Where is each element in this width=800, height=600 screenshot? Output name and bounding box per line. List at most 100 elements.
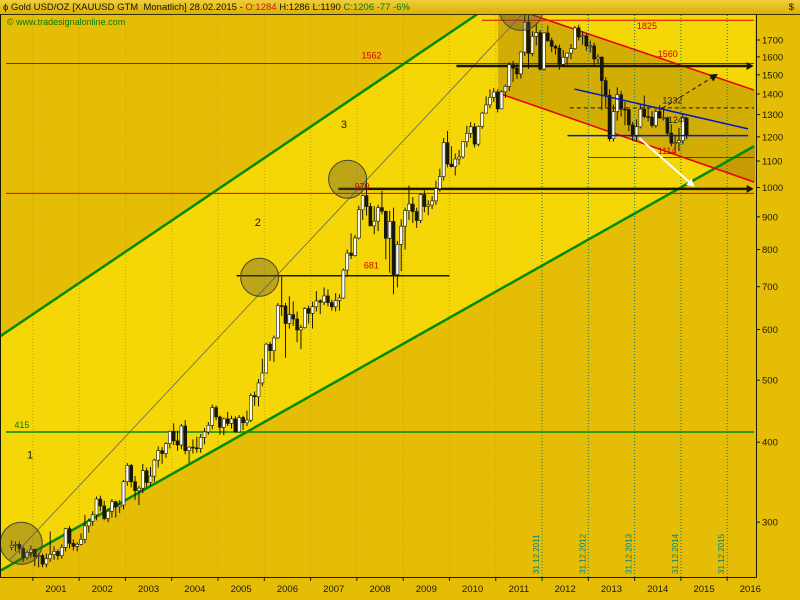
candle-body bbox=[661, 117, 666, 120]
candle-body bbox=[584, 35, 589, 47]
x-tick-label-2008: 2008 bbox=[369, 584, 390, 595]
candle-body bbox=[434, 188, 438, 202]
x-tick-label-2013: 2013 bbox=[601, 584, 622, 595]
candle-body bbox=[337, 297, 342, 301]
candle-body bbox=[303, 308, 307, 328]
candle-body bbox=[237, 417, 242, 433]
candle-body bbox=[90, 514, 95, 522]
x-tick-label-2001: 2001 bbox=[45, 584, 66, 595]
candle-body bbox=[553, 45, 558, 49]
candle-body bbox=[272, 337, 276, 351]
candle-body bbox=[561, 56, 566, 65]
candle-body bbox=[106, 510, 110, 519]
candle-body bbox=[380, 207, 384, 212]
red-channel bbox=[498, 15, 755, 183]
candle-body bbox=[264, 343, 269, 374]
candle-body bbox=[167, 430, 172, 444]
candle-body bbox=[468, 126, 473, 134]
candle-body bbox=[25, 552, 29, 558]
candle-body bbox=[395, 244, 400, 275]
candle-body bbox=[171, 430, 176, 442]
x-tick-label-2006: 2006 bbox=[277, 584, 298, 595]
price-level-label-979: 979 bbox=[355, 181, 370, 191]
candle-body bbox=[387, 221, 392, 239]
red-channel-lower bbox=[497, 92, 755, 183]
candle-body bbox=[341, 269, 346, 299]
y-tick-label-500: 500 bbox=[762, 376, 778, 387]
candle-body bbox=[17, 544, 22, 549]
candle-body bbox=[71, 543, 76, 547]
candle-body bbox=[422, 194, 427, 207]
candle-body bbox=[241, 417, 245, 424]
projection-arrowhead bbox=[686, 178, 695, 187]
candle-body bbox=[360, 195, 365, 211]
x-tick-label-2005: 2005 bbox=[231, 584, 252, 595]
candle-body bbox=[140, 470, 145, 489]
price-level-label-1114: 1114 bbox=[658, 146, 677, 156]
candle-body bbox=[117, 504, 122, 508]
candle-body bbox=[600, 56, 604, 81]
year-end-vline-label: 31.12.2015 bbox=[717, 533, 726, 574]
candle-body bbox=[187, 446, 191, 451]
candle-body bbox=[565, 52, 569, 58]
candle-body bbox=[310, 306, 315, 314]
candle-body bbox=[372, 220, 377, 227]
candle-body bbox=[314, 300, 319, 308]
candle-body bbox=[538, 32, 542, 70]
y-tick-label-300: 300 bbox=[762, 518, 778, 529]
candle-body bbox=[86, 520, 91, 527]
candle-body bbox=[83, 525, 87, 540]
candle-body bbox=[411, 203, 415, 212]
y-tick-label-400: 400 bbox=[762, 438, 778, 449]
candle-body bbox=[484, 104, 488, 114]
app-icon: ϕ bbox=[3, 1, 9, 13]
x-tick-label-2003: 2003 bbox=[138, 584, 159, 595]
price-level-label-1332: 1332 bbox=[662, 96, 682, 106]
candle-body bbox=[465, 133, 469, 143]
candle-body bbox=[576, 27, 581, 38]
candle-body bbox=[113, 501, 118, 508]
candle-body bbox=[125, 465, 130, 482]
axes: 300 400 500 600 700 800 900 1000 1100 1200 1300 140… bbox=[0, 14, 800, 595]
y-tick-label-1600: 1600 bbox=[762, 52, 783, 63]
projection-arrowhead bbox=[709, 73, 718, 82]
year-end-vline-label: 31.12.2011 bbox=[532, 534, 541, 574]
title-open-value: O:1284 bbox=[245, 1, 277, 13]
candle-body bbox=[603, 80, 608, 96]
year-end-vline-label: 31.12.2012 bbox=[578, 533, 587, 574]
candle-body bbox=[218, 416, 222, 428]
year-end-vline-label: 31.12.2014 bbox=[671, 533, 680, 574]
y-tick-label-1700: 1700 bbox=[762, 36, 783, 47]
candle-body bbox=[44, 558, 49, 565]
candle-body bbox=[399, 225, 404, 245]
candle-body bbox=[129, 465, 134, 482]
pivot-circle bbox=[328, 159, 368, 199]
candle-body bbox=[52, 551, 56, 555]
candle-body bbox=[333, 300, 338, 308]
x-tick-label-2004: 2004 bbox=[184, 584, 205, 595]
blue-resistance bbox=[574, 88, 749, 130]
wave-label-2: 2 bbox=[255, 217, 261, 229]
candle-body bbox=[32, 549, 37, 557]
price-level-label-1560: 1560 bbox=[658, 49, 678, 59]
candle-body bbox=[407, 203, 411, 211]
candle-body bbox=[573, 27, 577, 49]
price-level-label-415: 415 bbox=[14, 420, 29, 430]
candle-body bbox=[322, 295, 326, 303]
currency-symbol: $ bbox=[788, 1, 794, 13]
candle-body bbox=[275, 305, 280, 339]
candle-body bbox=[191, 446, 195, 449]
candle-body bbox=[681, 117, 685, 141]
candle-body bbox=[160, 450, 164, 454]
y-tick-label-600: 600 bbox=[762, 325, 778, 336]
projection-arrow bbox=[638, 137, 690, 183]
candle-body bbox=[519, 51, 523, 75]
candles-layer bbox=[9, 15, 689, 568]
candle-body bbox=[152, 459, 157, 477]
candle-body bbox=[295, 318, 299, 331]
candle-body bbox=[63, 528, 68, 548]
candle-body bbox=[384, 210, 388, 239]
candle-body bbox=[287, 314, 292, 324]
